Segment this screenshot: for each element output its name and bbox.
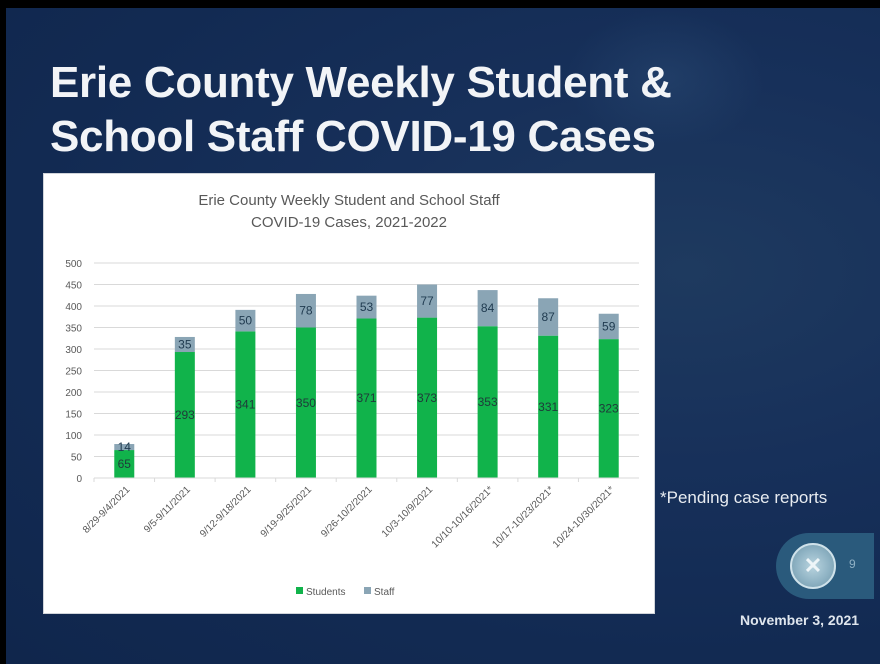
slide-number-badge: ✕ 9 [776, 533, 874, 599]
bar-students [235, 331, 256, 478]
bar-staff [417, 284, 438, 318]
y-tick-label: 0 [76, 474, 82, 485]
y-tick-label: 400 [65, 302, 82, 313]
data-label-students: 323 [599, 402, 619, 416]
bar-staff [295, 293, 316, 328]
data-label-students: 371 [356, 391, 376, 405]
y-tick-label: 500 [65, 259, 82, 270]
data-label-staff: 35 [178, 337, 192, 351]
x-category-label: 10/10-10/16/2021* [430, 484, 496, 550]
presentation-date: November 3, 2021 [740, 612, 860, 628]
bar-students [356, 318, 377, 478]
bar-staff [538, 298, 559, 336]
chart-title-line-2: COVID-19 Cases, 2021-2022 [251, 214, 447, 231]
bar-staff [598, 313, 619, 340]
x-category-label: 10/3-10/9/2021 [380, 484, 436, 540]
x-category-label: 9/5-9/11/2021 [142, 484, 193, 535]
x-category-label: 10/17-10/23/2021* [490, 484, 556, 550]
slide-title-line-2: School Staff COVID-19 Cases [50, 112, 656, 161]
data-label-staff: 87 [541, 310, 555, 324]
x-category-label: 9/12-9/18/2021 [198, 484, 254, 540]
bar-chart: 0 50 100 150 200 250 300 350 400 450 500 65 14 8/29-9… [65, 259, 639, 598]
data-label-students: 331 [538, 400, 558, 414]
slide-title: Erie County Weekly Student & School Staf… [50, 56, 850, 164]
background-glow [566, 8, 766, 148]
y-tick-label: 50 [71, 453, 83, 464]
data-label-students: 341 [235, 398, 255, 412]
page-number: 9 [849, 557, 856, 571]
x-category-label: 9/19-9/25/2021 [259, 484, 315, 540]
data-label-staff: 53 [360, 300, 374, 314]
y-tick-label: 150 [65, 410, 82, 421]
bar-students [417, 317, 438, 478]
pending-footnote: *Pending case reports [660, 488, 828, 507]
legend-swatch-staff [364, 587, 371, 594]
x-category-label: 10/24-10/30/2021* [551, 484, 617, 550]
bar-students [598, 339, 619, 478]
bar-students [538, 335, 559, 478]
bar-students [114, 450, 135, 478]
bar-staff [235, 309, 256, 332]
x-category-label: 9/26-10/2/2021 [319, 484, 375, 540]
legend-label-students: Students [306, 587, 345, 598]
legend-label-staff: Staff [374, 587, 395, 598]
data-label-staff: 77 [420, 294, 434, 308]
data-label-staff: 14 [118, 440, 132, 454]
chart-container: Erie County Weekly Student and School St… [43, 173, 655, 614]
bar-staff [356, 295, 377, 319]
data-label-students: 65 [118, 457, 132, 471]
bar-students [174, 352, 195, 478]
data-label-staff: 78 [299, 304, 313, 318]
slide-title-line-1: Erie County Weekly Student & [50, 58, 672, 107]
bar-students [295, 327, 316, 478]
bar-staff [174, 336, 195, 353]
y-tick-label: 250 [65, 367, 82, 378]
legend-swatch-students [296, 587, 303, 594]
y-tick-label: 300 [65, 345, 82, 356]
data-label-staff: 84 [481, 301, 495, 315]
data-label-staff: 50 [239, 314, 253, 328]
data-label-students: 293 [175, 408, 195, 422]
y-tick-label: 450 [65, 281, 82, 292]
bar-staff [114, 444, 135, 451]
bar-students [477, 326, 498, 478]
bar-staff [477, 290, 498, 327]
y-tick-label: 350 [65, 324, 82, 335]
chart-title-line-1: Erie County Weekly Student and School St… [198, 192, 500, 209]
y-tick-label: 200 [65, 388, 82, 399]
chart-title: Erie County Weekly Student and School St… [44, 190, 654, 234]
data-label-students: 373 [417, 391, 437, 405]
x-category-label: 8/29-9/4/2021 [81, 484, 133, 536]
county-seal-icon: ✕ [790, 543, 836, 589]
y-tick-label: 100 [65, 431, 82, 442]
data-label-staff: 59 [602, 319, 616, 333]
data-label-students: 353 [478, 395, 498, 409]
data-label-students: 350 [296, 396, 316, 410]
